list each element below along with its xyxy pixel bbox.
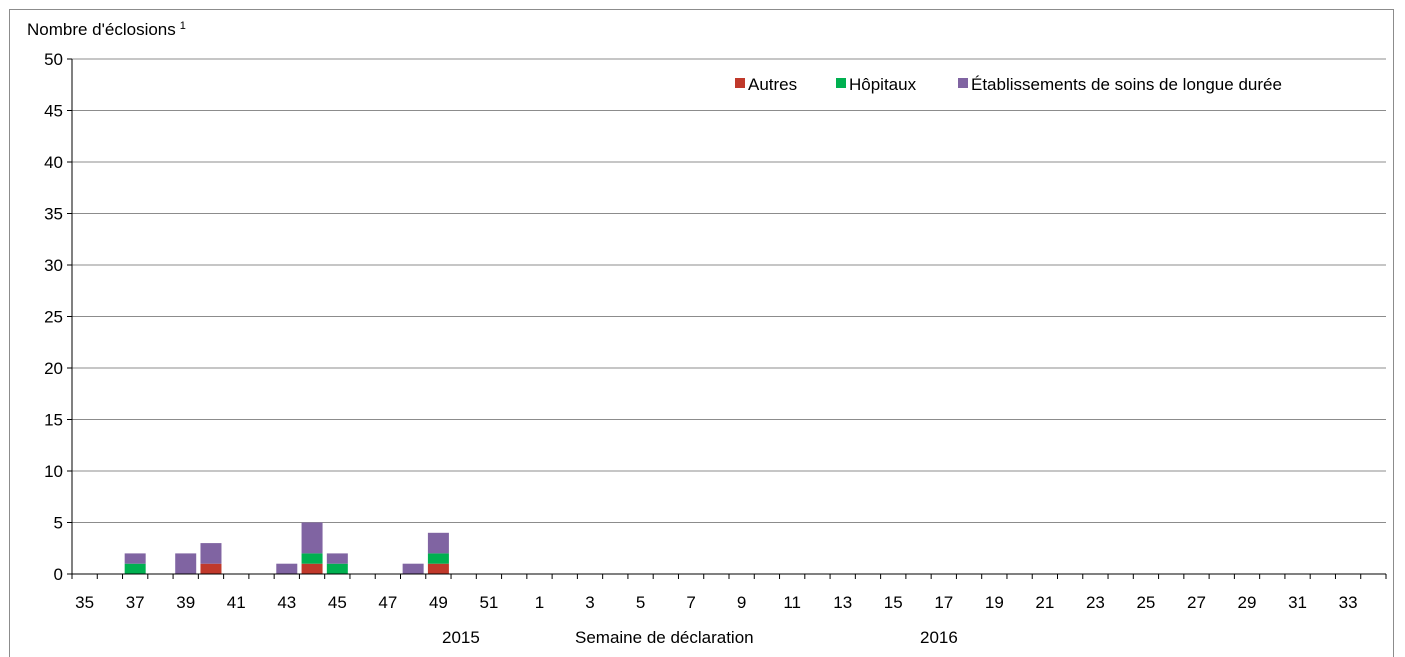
chart-frame	[9, 9, 1394, 657]
x-tick-label: 19	[985, 593, 1004, 612]
bar-segment	[301, 553, 323, 564]
y-tick-label: 15	[44, 411, 63, 430]
x-tick-label: 35	[75, 593, 94, 612]
y-tick-label: 20	[44, 359, 63, 378]
bar-segment	[427, 553, 449, 564]
legend-label: Autres	[748, 75, 797, 94]
bar-segment	[276, 563, 298, 574]
x-tick-label: 11	[783, 593, 801, 612]
x-tick-label: 17	[934, 593, 953, 612]
x-tick-label: 49	[429, 593, 448, 612]
x-tick-label: 9	[737, 593, 746, 612]
legend-label: Établissements de soins de longue durée	[971, 75, 1282, 94]
y-tick-label: 0	[54, 565, 63, 584]
x-axis-title: Semaine de déclaration	[575, 628, 754, 647]
legend-swatch	[836, 78, 846, 88]
x-tick-label: 37	[126, 593, 145, 612]
x-tick-label: 43	[277, 593, 296, 612]
bar-segment	[200, 563, 222, 574]
bar-segment	[427, 563, 449, 574]
bar-segment	[124, 553, 146, 564]
x-tick-label: 1	[535, 593, 544, 612]
x-tick-label: 45	[328, 593, 347, 612]
year-label-2015: 2015	[442, 628, 480, 647]
bar-segment	[175, 553, 197, 574]
y-axis-title: Nombre d'éclosions 1	[27, 20, 186, 39]
x-tick-label: 15	[884, 593, 903, 612]
bar-segment	[124, 563, 146, 574]
x-tick-label: 33	[1339, 593, 1358, 612]
y-tick-label: 35	[44, 205, 63, 224]
x-tick-label: 47	[378, 593, 397, 612]
axes	[67, 58, 1387, 579]
y-tick-label: 25	[44, 308, 63, 327]
x-tick-labels: 35 37 39 41 43 45 47 49 51 1 3 5 7 9 11 13 15 17 19 21 23 25 2…	[75, 593, 1357, 612]
y-tick-label: 5	[54, 514, 63, 533]
y-tick-label: 50	[44, 50, 63, 69]
x-tick-label: 41	[227, 593, 246, 612]
legend: Autres Hôpitaux Établissements de soins de…	[735, 75, 1282, 94]
bar-segment	[427, 532, 449, 554]
bars	[124, 522, 449, 574]
x-tick-label: 31	[1288, 593, 1307, 612]
x-tick-label: 3	[585, 593, 594, 612]
y-tick-label: 40	[44, 153, 63, 172]
x-tick-label: 7	[686, 593, 695, 612]
legend-swatch	[958, 78, 968, 88]
x-tick-label: 51	[479, 593, 498, 612]
bar-segment	[301, 522, 323, 554]
bar-segment	[402, 563, 424, 574]
bar-segment	[326, 563, 348, 574]
y-tick-labels: 0 5 10 15 20 25 30 35 40 45 50	[44, 50, 63, 584]
gridlines	[72, 58, 1386, 523]
bar-segment	[200, 543, 222, 564]
x-tick-label: 25	[1136, 593, 1155, 612]
y-tick-label: 10	[44, 462, 63, 481]
x-tick-label: 27	[1187, 593, 1206, 612]
legend-swatch	[735, 78, 745, 88]
legend-label: Hôpitaux	[849, 75, 917, 94]
year-label-2016: 2016	[920, 628, 958, 647]
x-tick-label: 5	[636, 593, 645, 612]
bar-segment	[301, 563, 323, 574]
x-tick-label: 23	[1086, 593, 1105, 612]
bar-segment	[326, 553, 348, 564]
y-tick-label: 30	[44, 256, 63, 275]
x-tick-label: 13	[833, 593, 852, 612]
y-tick-label: 45	[44, 102, 63, 121]
x-tick-label: 39	[176, 593, 195, 612]
x-tick-label: 29	[1238, 593, 1257, 612]
x-tick-label: 21	[1035, 593, 1054, 612]
